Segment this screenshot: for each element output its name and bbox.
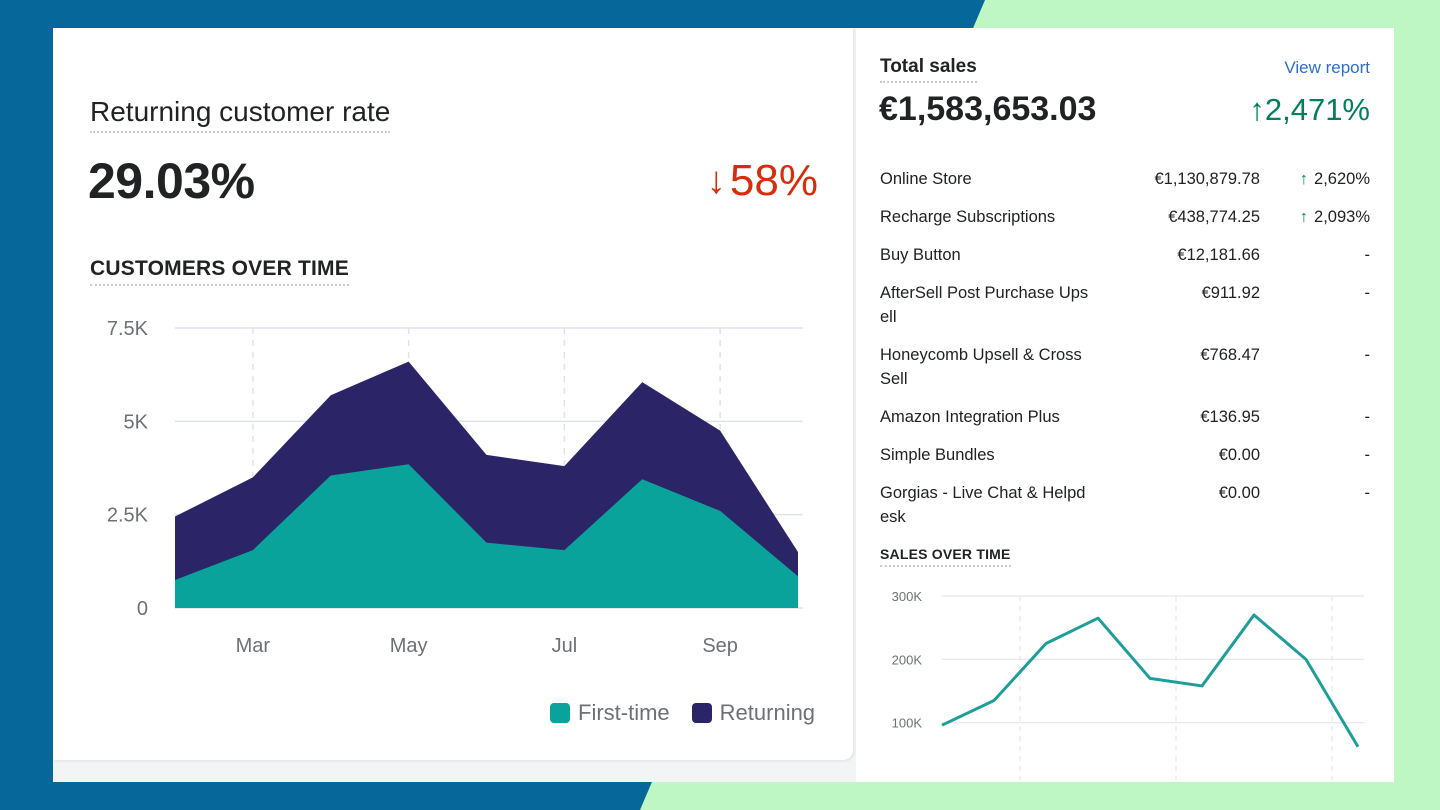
y-tick-label: 2.5K: [107, 505, 149, 527]
customers-over-time-title[interactable]: CUSTOMERS OVER TIME: [90, 257, 349, 286]
channel-name: Amazon Integration Plus: [880, 408, 1060, 426]
channel-name: Online Store: [880, 170, 972, 188]
channel-change: -: [1260, 481, 1371, 505]
table-row: Honeycomb Upsell & Cross Sell €768.47 -: [880, 342, 1370, 392]
y-tick-label: 0: [137, 598, 148, 620]
legend-swatch-returning: [691, 703, 712, 723]
channel-name: Gorgias - Live Chat & Helpd esk: [880, 484, 1086, 526]
table-row: Buy Button €12,181.66 -: [880, 242, 1370, 268]
channel-name: AfterSell Post Purchase Ups ell: [880, 284, 1089, 326]
channel-change: -: [1260, 443, 1371, 467]
delta-value: 58%: [729, 156, 818, 205]
arrow-up-icon: ↑: [1299, 208, 1309, 226]
y-tick-label: 300K: [892, 589, 923, 604]
table-row: AfterSell Post Purchase Ups ell €911.92 -: [880, 280, 1370, 330]
sales-line: [941, 613, 1360, 748]
arrow-down-icon: ↓: [706, 159, 726, 202]
channel-amount: €1,130,879.78: [1154, 170, 1260, 188]
legend-label-returning: Returning: [719, 700, 816, 725]
x-tick-label: Jul: [552, 635, 578, 657]
returning-customer-rate-title[interactable]: Returning customer rate: [90, 96, 391, 133]
change-value: -: [1364, 284, 1371, 302]
y-tick-label: 0: [915, 779, 922, 780]
table-row: Online Store €1,130,879.78 ↑ 2,620%: [880, 166, 1370, 192]
x-tick-label: Mar: [236, 635, 271, 657]
table-row: Gorgias - Live Chat & Helpd esk €0.00 -: [880, 480, 1370, 530]
x-tick-label: Sep: [702, 635, 738, 657]
channel-amount: €0.00: [1218, 446, 1260, 464]
channel-change: -: [1260, 281, 1371, 305]
y-tick-label: 200K: [892, 652, 923, 667]
area-series-first-time: [175, 464, 798, 608]
legend-swatch-first-time: [550, 703, 570, 723]
channel-name: Recharge Subscriptions: [880, 208, 1056, 226]
table-row: Amazon Integration Plus €136.95 -: [880, 404, 1370, 430]
change-value: 2,620%: [1314, 170, 1370, 188]
delta-value: 2,471%: [1264, 92, 1370, 127]
channel-change: -: [1260, 243, 1371, 267]
sales-by-channel-table: Online Store €1,130,879.78 ↑ 2,620% Recharge…: [880, 166, 1370, 542]
channel-change: -: [1260, 343, 1371, 367]
legend-item-returning[interactable]: Returning: [691, 700, 816, 726]
channel-change: -: [1260, 405, 1371, 429]
change-value: -: [1364, 346, 1371, 364]
total-sales-delta: ↑2,471%: [1249, 92, 1370, 128]
table-row: Simple Bundles €0.00 -: [880, 442, 1370, 468]
change-value: -: [1364, 484, 1371, 502]
arrow-up-icon: ↑: [1249, 92, 1265, 127]
channel-change: ↑ 2,093%: [1260, 205, 1370, 229]
y-tick-label: 100K: [892, 716, 923, 731]
channel-amount: €438,774.25: [1168, 208, 1260, 226]
total-sales-value: €1,583,653.03: [879, 90, 1097, 128]
change-value: -: [1364, 446, 1371, 464]
channel-amount: €768.47: [1200, 346, 1260, 364]
channel-amount: €12,181.66: [1177, 246, 1260, 264]
returning-customer-rate-delta: ↓ 58%: [707, 156, 818, 206]
channel-amount: €911.92: [1201, 284, 1260, 302]
change-value: -: [1364, 408, 1371, 426]
channel-change: ↑ 2,620%: [1260, 167, 1370, 191]
returning-customer-rate-value: 29.03%: [88, 153, 255, 209]
channel-name: Buy Button: [880, 246, 961, 264]
arrow-up-icon: ↑: [1299, 170, 1309, 188]
y-tick-label: 7.5K: [107, 318, 149, 340]
sales-over-time-title[interactable]: SALES OVER TIME: [880, 546, 1011, 567]
channel-amount: €0.00: [1218, 484, 1260, 502]
total-sales-title[interactable]: Total sales: [880, 56, 977, 83]
view-report-link[interactable]: View report: [1284, 58, 1370, 77]
channel-name: Honeycomb Upsell & Cross Sell: [880, 346, 1082, 388]
legend-label-first-time: First-time: [578, 700, 670, 725]
channel-name: Simple Bundles: [880, 446, 995, 464]
customers-over-time-chart: 0 2.5K 5K 7.5K Mar May Jul Sep: [107, 318, 803, 657]
sales-over-time-chart: 0 100K 200K 300K: [892, 589, 1364, 780]
change-value: -: [1364, 246, 1371, 264]
legend-item-first-time[interactable]: First-time: [550, 700, 670, 726]
x-tick-label: May: [390, 635, 428, 657]
channel-amount: €136.95: [1200, 408, 1260, 426]
table-row: Recharge Subscriptions €438,774.25 ↑ 2,093%: [880, 204, 1370, 230]
change-value: 2,093%: [1314, 208, 1370, 226]
chart-legend: First-time Returning: [550, 700, 815, 726]
y-tick-label: 5K: [124, 411, 149, 433]
